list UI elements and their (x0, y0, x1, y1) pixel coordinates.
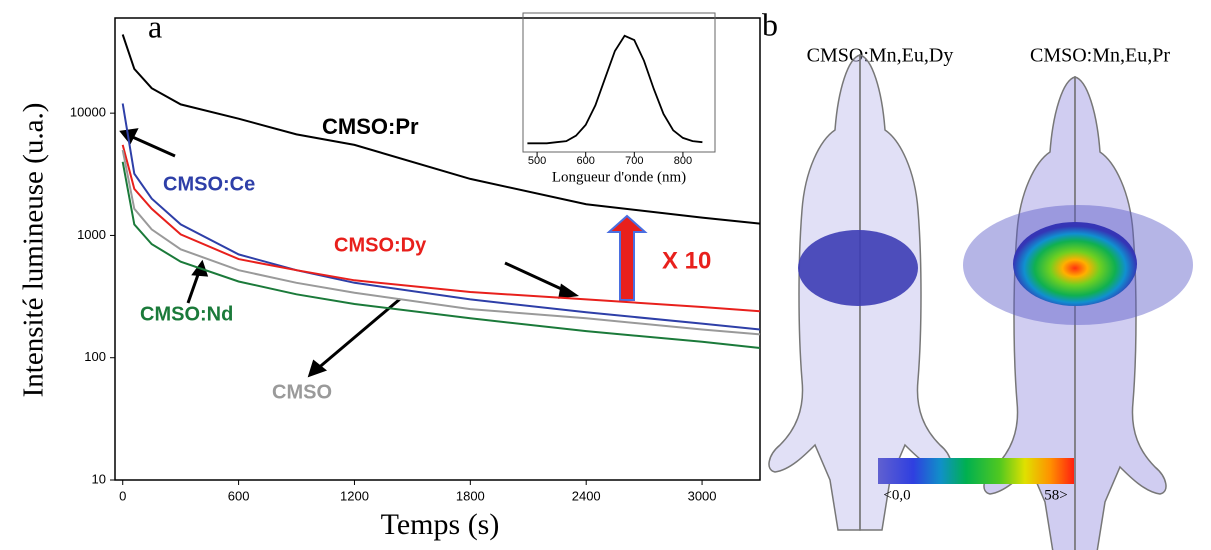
colorbar (878, 458, 1074, 484)
arrow (315, 297, 401, 372)
image-title: CMSO:Mn,Eu,Dy (807, 45, 954, 67)
series-line (121, 103, 761, 331)
series-line (121, 144, 761, 313)
panel-b: b CMSO:Mn,Eu,Dy CMSO:Mn,Eu,Pr (762, 6, 1193, 550)
annotation: X 10 (662, 247, 711, 274)
arrow-head (307, 359, 328, 378)
series-label: CMSO:Nd (140, 303, 233, 325)
series-line (121, 34, 761, 225)
plot-frame (114, 17, 761, 481)
arrow (504, 261, 569, 294)
y-tick-label: 1000 (77, 227, 106, 242)
colorbar-label: 58> (1044, 487, 1067, 503)
series-label: CMSO:Dy (334, 234, 427, 256)
series-label: CMSO:Pr (322, 114, 419, 139)
x-tick-label: 500 (528, 155, 546, 167)
x-axis-label: Temps (s) (381, 508, 500, 541)
x-axis-label: Longueur d'onde (nm) (552, 169, 686, 185)
x-tick-label: 800 (674, 155, 692, 167)
image-title: CMSO:Mn,Eu,Pr (1030, 45, 1170, 67)
x-tick-label: 1200 (340, 488, 369, 503)
signal (1013, 222, 1137, 306)
arrow (127, 133, 176, 158)
panel-letter: b (762, 6, 778, 42)
x-tick-label: 3000 (688, 488, 717, 503)
series-line (121, 161, 761, 349)
arrow-head (558, 283, 580, 299)
series-line (527, 34, 703, 145)
x-tick-label: 0 (119, 488, 126, 503)
series-label: CMSO (272, 381, 332, 403)
x-tick-label: 700 (625, 155, 643, 167)
y-tick-label: 10 (92, 471, 106, 486)
main-chart: a Temps (s) Intensité lumineuse (u.a.) X… (18, 8, 712, 541)
colorbar-label: <0,0 (883, 487, 910, 503)
plot-frame (522, 12, 716, 153)
x-tick-label: 600 (577, 155, 595, 167)
x-tick-label: 600 (228, 488, 250, 503)
y-tick-label: 10000 (70, 105, 106, 120)
x10-arrow (606, 214, 648, 301)
x-tick-label: 1800 (456, 488, 485, 503)
series-label: CMSO:Ce (163, 173, 255, 195)
y-tick-label: 100 (84, 349, 106, 364)
y-axis-label: Intensité lumineuse (u.a.) (18, 103, 50, 398)
signal (798, 230, 918, 306)
panel-letter: a (148, 8, 162, 44)
series-line (121, 149, 761, 336)
x-tick-label: 2400 (572, 488, 601, 503)
